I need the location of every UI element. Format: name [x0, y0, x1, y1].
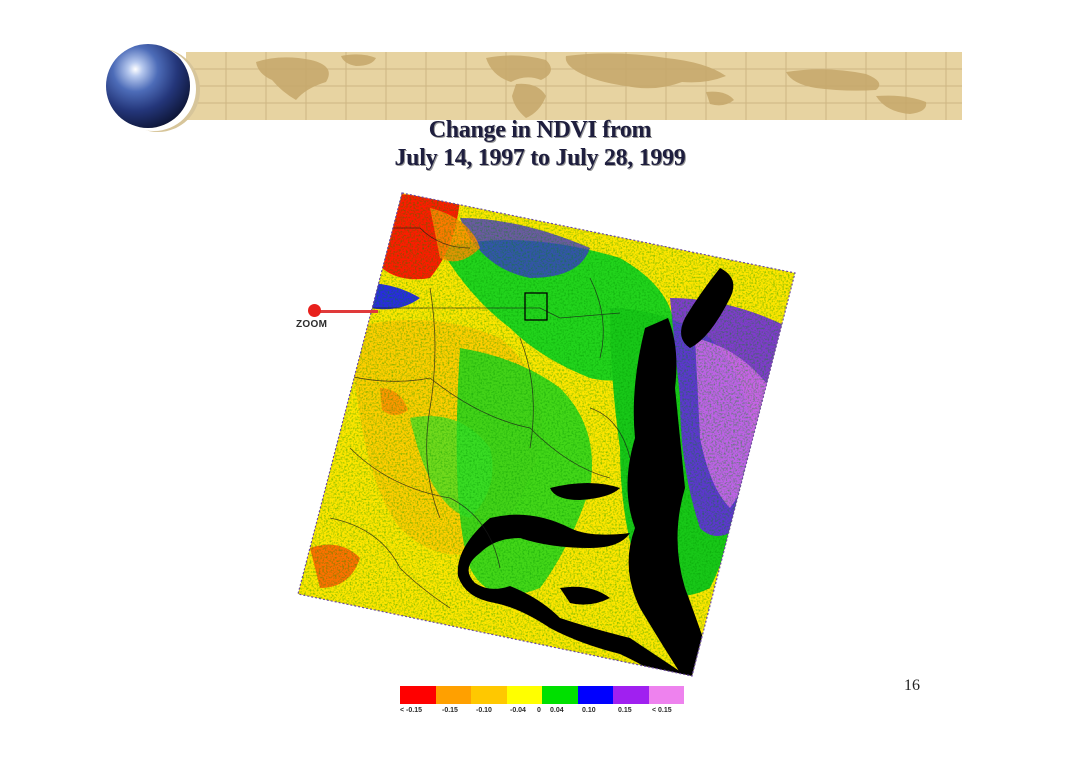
slide-banner	[186, 52, 962, 120]
legend-label: 0.10	[582, 707, 596, 714]
world-map-banner	[186, 52, 962, 120]
slide-title-line1: Change in NDVI from	[428, 117, 652, 143]
legend-swatch	[542, 686, 578, 704]
legend-swatch	[435, 686, 471, 704]
legend-label: -0.15	[442, 707, 458, 714]
ndvi-color-legend	[400, 686, 684, 704]
legend-swatch	[400, 686, 436, 704]
zoom-label: ZOOM	[296, 319, 328, 330]
legend-swatch	[471, 686, 507, 704]
legend-label: < -0.15	[400, 707, 422, 714]
legend-label: < 0.15	[652, 707, 672, 714]
ndvi-change-map	[297, 192, 796, 677]
legend-labels: < -0.15 -0.15 -0.10 -0.04 0 0.04 0.10 0.15 < 0.1…	[398, 707, 688, 719]
legend-label: -0.04	[510, 707, 526, 714]
legend-label: -0.10	[476, 707, 492, 714]
slide-title-line2: July 14, 1997 to July 28, 1999	[394, 145, 686, 171]
legend-swatch	[506, 686, 542, 704]
globe-logo-icon	[106, 44, 190, 128]
legend-label: 0.04	[550, 707, 564, 714]
legend-swatch	[577, 686, 613, 704]
legend-swatch	[613, 686, 649, 704]
zoom-marker-dot	[308, 304, 321, 317]
zoom-pointer-line	[316, 310, 378, 313]
legend-label: 0	[537, 707, 541, 714]
page-number: 16	[904, 677, 920, 694]
legend-label: 0.15	[618, 707, 632, 714]
legend-swatch	[648, 686, 684, 704]
